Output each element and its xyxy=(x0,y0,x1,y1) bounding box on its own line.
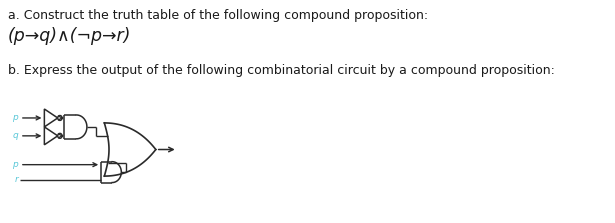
Text: r: r xyxy=(14,175,18,184)
Text: a. Construct the truth table of the following compound proposition:: a. Construct the truth table of the foll… xyxy=(7,9,428,22)
Text: b. Express the output of the following combinatorial circuit by a compound propo: b. Express the output of the following c… xyxy=(7,64,555,77)
Text: (p→q)∧(¬p→r): (p→q)∧(¬p→r) xyxy=(7,27,131,45)
Text: p: p xyxy=(12,114,18,122)
Text: q: q xyxy=(12,131,18,140)
Text: p: p xyxy=(12,160,18,169)
